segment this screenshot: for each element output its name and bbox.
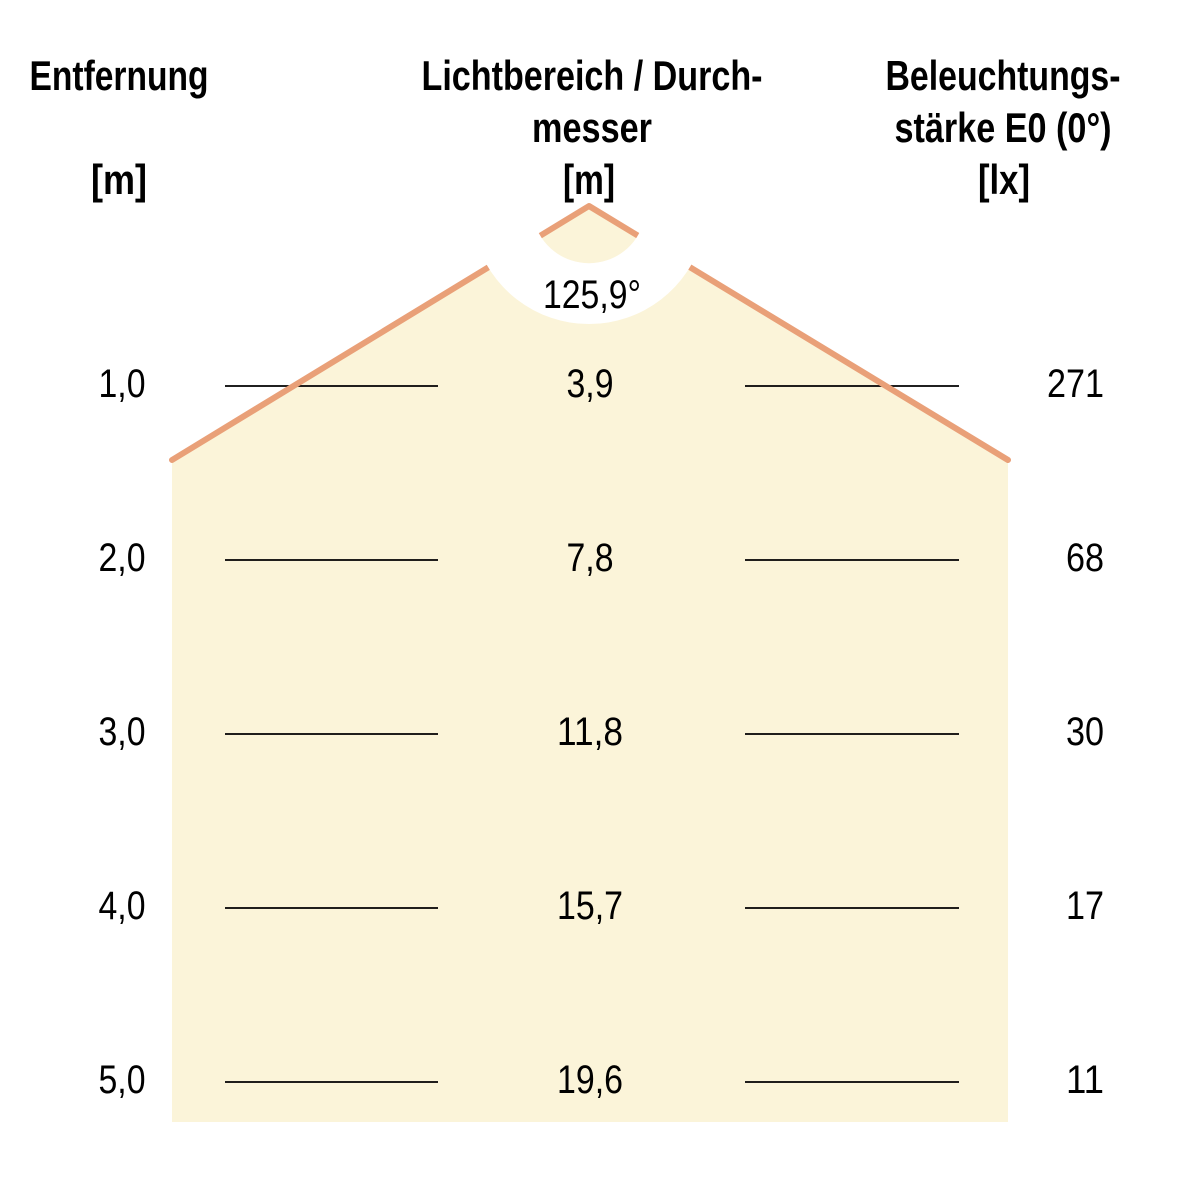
diameter-value-2: 7,8 [567,536,614,580]
header-diameter-unit: [m] [563,156,615,203]
beam-angle-label: 125,9° [543,273,641,317]
diameter-value-1: 3,9 [567,362,614,406]
header-distance-unit: [m] [91,156,147,203]
distance-value-1: 1,0 [99,362,146,406]
illuminance-value-2: 68 [1066,536,1104,580]
distance-value-3: 3,0 [99,710,146,754]
table-row: 2,0 7,8 68 [99,536,1105,580]
header-diameter-title-line2: messer [532,104,652,151]
row-reference-lines [225,385,959,1083]
illuminance-value-4: 17 [1066,884,1104,928]
diameter-value-5: 19,6 [557,1058,623,1102]
distance-value-4: 4,0 [99,884,146,928]
table-row: 5,0 19,6 11 [99,1058,1105,1102]
table-row: 4,0 15,7 17 [99,884,1105,928]
beam-cone-fill [172,206,1008,1122]
header-illuminance-title-line2: stärke E0 (0°) [895,104,1112,151]
illuminance-value-5: 11 [1066,1058,1104,1102]
diameter-value-3: 11,8 [557,710,623,754]
distance-value-2: 2,0 [99,536,146,580]
table-row: 1,0 3,9 271 [99,362,1105,406]
table-row: 3,0 11,8 30 [99,710,1105,754]
header-distance-title: Entfernung [30,52,209,99]
header-illuminance-title-line1: Beleuchtungs- [886,52,1121,99]
header-illuminance-unit: [lx] [978,156,1030,203]
diameter-value-4: 15,7 [557,884,623,928]
distance-value-5: 5,0 [99,1058,146,1102]
illuminance-value-1: 271 [1047,362,1104,406]
column-headers: Entfernung [m] Lichtbereich / Durch- mes… [30,52,1121,203]
beam-angle-band [475,220,703,325]
header-diameter-title-line1: Lichtbereich / Durch- [422,52,763,99]
illuminance-value-3: 30 [1066,710,1104,754]
beam-cone-edges [169,203,1011,463]
